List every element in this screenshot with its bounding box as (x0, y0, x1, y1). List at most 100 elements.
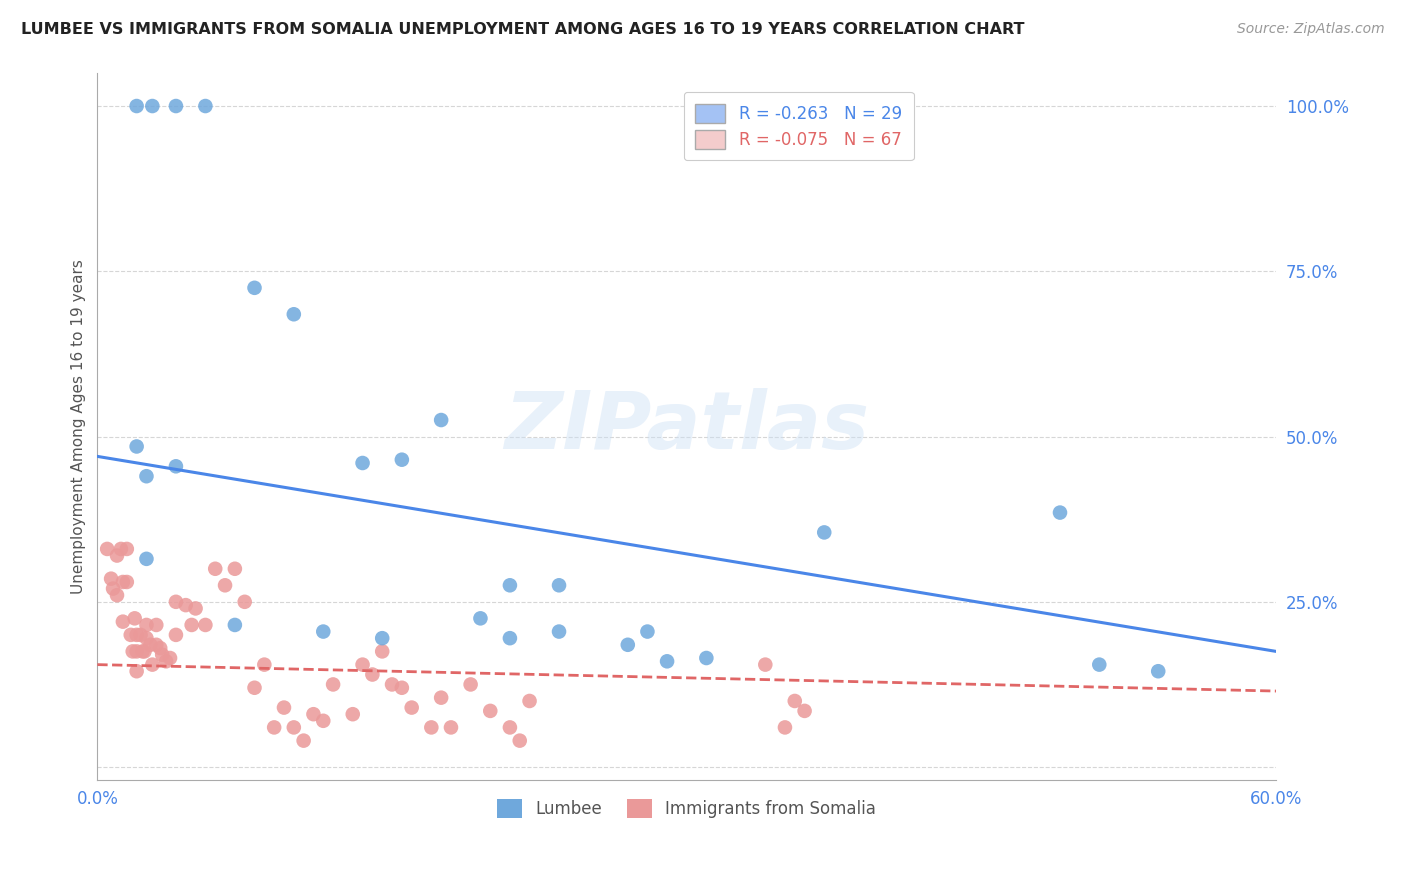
Point (131, 644, 153, 658)
Text: LUMBEE VS IMMIGRANTS FROM SOMALIA UNEMPLOYMENT AMONG AGES 16 TO 19 YEARS CORRELA: LUMBEE VS IMMIGRANTS FROM SOMALIA UNEMPL… (21, 22, 1025, 37)
Point (111, 574, 134, 589)
Point (194, 618, 217, 632)
Point (273, 700, 295, 714)
Point (371, 631, 394, 645)
Point (1088, 657, 1111, 672)
Point (214, 578, 236, 592)
Point (115, 541, 138, 556)
Point (793, 704, 815, 718)
Point (105, 588, 128, 602)
Point (124, 611, 146, 625)
Point (96, 541, 118, 556)
Point (312, 624, 335, 639)
Point (460, 677, 482, 691)
Point (194, 99, 217, 113)
Point (420, 720, 443, 734)
Point (150, 648, 173, 662)
Text: Source: ZipAtlas.com: Source: ZipAtlas.com (1237, 22, 1385, 37)
Point (224, 562, 246, 576)
Point (165, 459, 187, 474)
Text: ZIPatlas: ZIPatlas (505, 388, 869, 466)
Point (655, 654, 678, 668)
Point (101, 582, 124, 596)
Point (135, 618, 157, 632)
Point (224, 618, 246, 632)
Point (470, 611, 492, 625)
Point (1049, 506, 1071, 520)
Point (100, 572, 122, 586)
Legend: Lumbee, Immigrants from Somalia: Lumbee, Immigrants from Somalia (491, 792, 883, 825)
Point (292, 733, 315, 747)
Point (312, 714, 335, 728)
Point (352, 456, 374, 470)
Point (813, 525, 835, 540)
Point (361, 667, 384, 681)
Point (141, 657, 163, 672)
Point (263, 720, 285, 734)
Point (165, 595, 187, 609)
Point (243, 681, 266, 695)
Point (159, 651, 181, 665)
Point (636, 624, 658, 639)
Point (111, 615, 134, 629)
Point (322, 677, 344, 691)
Y-axis label: Unemployment Among Ages 16 to 19 years: Unemployment Among Ages 16 to 19 years (72, 260, 86, 594)
Point (430, 690, 453, 705)
Point (754, 657, 776, 672)
Point (121, 644, 143, 658)
Point (145, 638, 167, 652)
Point (499, 631, 522, 645)
Point (125, 440, 148, 454)
Point (617, 638, 640, 652)
Point (430, 413, 453, 427)
Point (135, 552, 157, 566)
Point (129, 628, 152, 642)
Point (548, 578, 571, 592)
Point (695, 651, 717, 665)
Point (139, 638, 162, 652)
Point (134, 644, 156, 658)
Point (479, 704, 502, 718)
Point (342, 707, 364, 722)
Point (141, 99, 163, 113)
Point (499, 578, 522, 592)
Point (120, 628, 142, 642)
Point (519, 694, 541, 708)
Point (125, 99, 148, 113)
Point (352, 657, 374, 672)
Point (184, 601, 207, 615)
Point (1147, 664, 1170, 678)
Point (180, 618, 202, 632)
Point (174, 598, 197, 612)
Point (125, 664, 148, 678)
Point (110, 541, 132, 556)
Point (125, 628, 148, 642)
Point (773, 720, 796, 734)
Point (283, 720, 305, 734)
Point (125, 644, 148, 658)
Point (391, 681, 413, 695)
Point (783, 694, 806, 708)
Point (165, 628, 187, 642)
Point (149, 641, 172, 656)
Point (165, 99, 187, 113)
Point (548, 624, 571, 639)
Point (204, 562, 226, 576)
Point (381, 677, 404, 691)
Point (243, 281, 266, 295)
Point (145, 618, 167, 632)
Point (233, 595, 256, 609)
Point (499, 720, 522, 734)
Point (401, 700, 423, 714)
Point (302, 707, 325, 722)
Point (371, 644, 394, 658)
Point (253, 657, 276, 672)
Point (115, 574, 138, 589)
Point (391, 452, 413, 467)
Point (135, 469, 157, 483)
Point (135, 631, 157, 645)
Point (509, 733, 531, 747)
Point (155, 654, 177, 668)
Point (440, 720, 463, 734)
Point (105, 549, 128, 563)
